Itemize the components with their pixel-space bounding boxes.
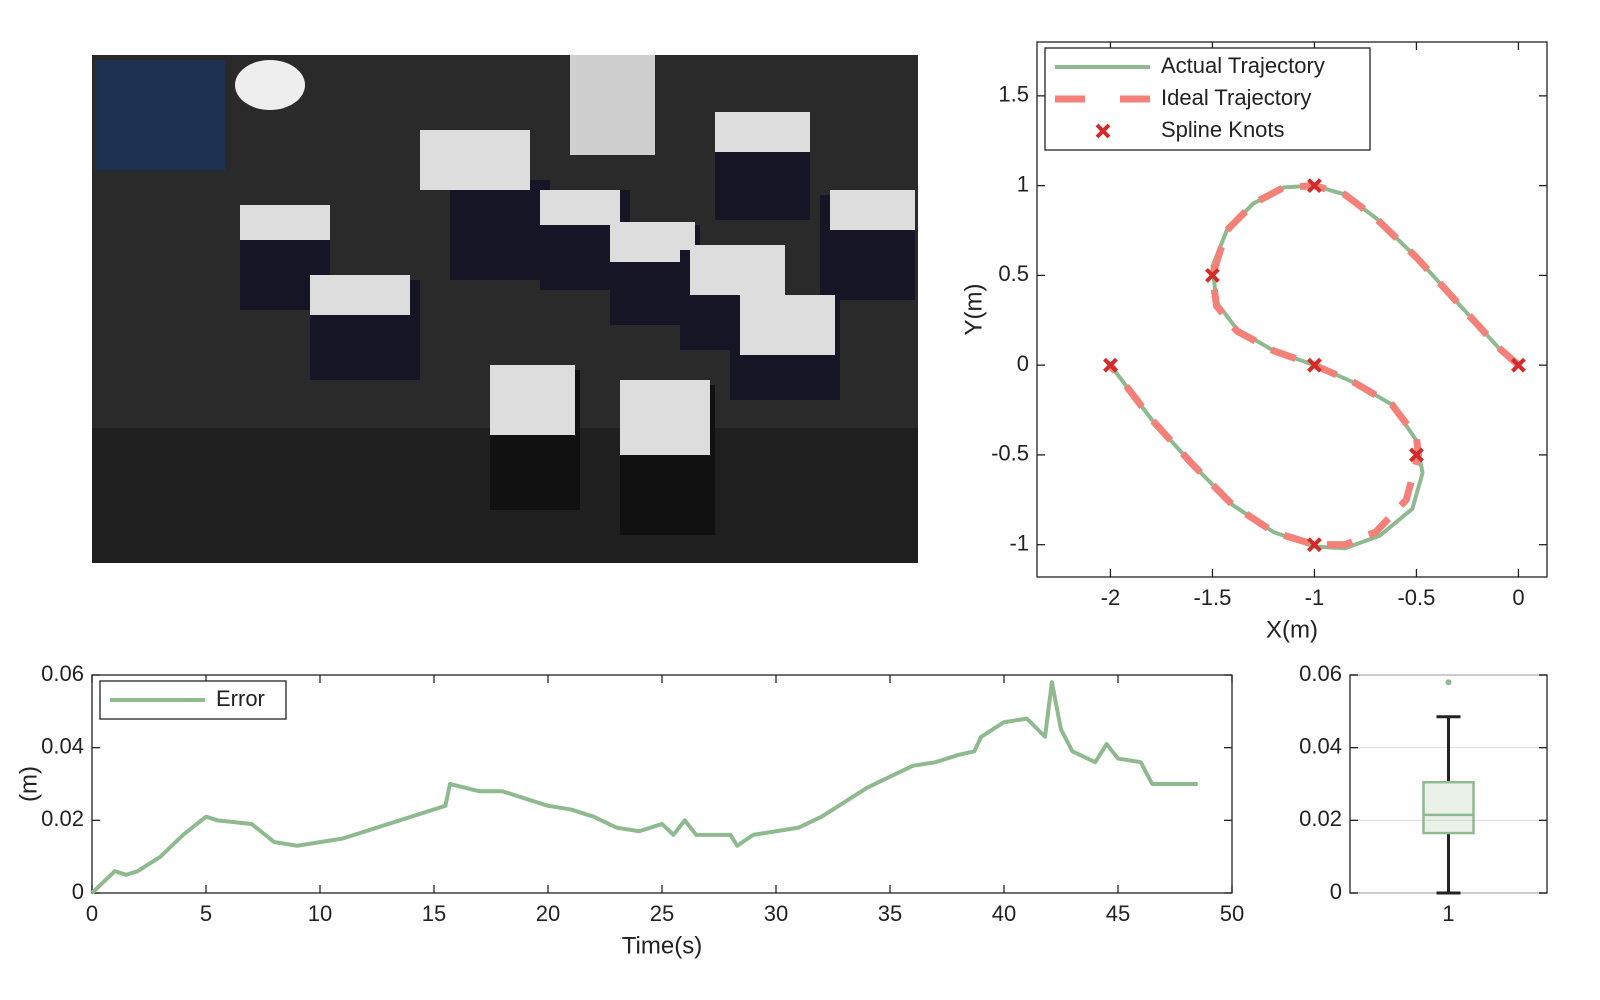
x-tick-label: 0 (1512, 585, 1524, 610)
knot-marker (1205, 267, 1220, 283)
x-tick-label: 20 (536, 901, 560, 926)
x-tick-label: 1 (1442, 901, 1454, 926)
y-tick-label: 0.04 (41, 733, 84, 758)
knot-marker (1511, 357, 1526, 373)
legend-label: Actual Trajectory (1161, 53, 1325, 78)
y-tick-label: 0.02 (41, 806, 84, 831)
x-tick-label: 45 (1106, 901, 1130, 926)
robot-photo (92, 55, 918, 563)
y-tick-label: -1 (1009, 530, 1029, 555)
x-axis-label: X(m) (1266, 616, 1318, 643)
y-tick-label: 0 (72, 879, 84, 904)
x-tick-label: 10 (308, 901, 332, 926)
plot-frame (1036, 41, 1548, 578)
x-tick-label: -0.5 (1397, 585, 1435, 610)
y-tick-label: 0.5 (998, 261, 1029, 286)
box (1422, 780, 1475, 835)
x-tick-label: 15 (422, 901, 446, 926)
x-tick-label: 25 (650, 901, 674, 926)
y-tick-label: 0.06 (1299, 661, 1342, 686)
y-tick-label: 0 (1017, 351, 1029, 376)
y-tick-label: 0.06 (41, 661, 84, 686)
legend-label: Ideal Trajectory (1161, 85, 1311, 110)
y-tick-label: 0.02 (1299, 806, 1342, 831)
y-tick-label: 0.04 (1299, 733, 1342, 758)
y-axis-label: (m) (15, 766, 42, 802)
outlier (1445, 679, 1452, 686)
x-tick-label: 5 (200, 901, 212, 926)
legend-label: Spline Knots (1161, 117, 1285, 142)
legend-label: Error (216, 686, 265, 711)
series-line (1107, 182, 1521, 549)
x-tick-label: 0 (86, 901, 98, 926)
y-tick-label: 0 (1330, 879, 1342, 904)
x-tick-label: 35 (878, 901, 902, 926)
y-axis-label: Y(m) (960, 284, 987, 336)
x-tick-label: -2 (1101, 585, 1121, 610)
knot-marker (1307, 537, 1322, 553)
knot-marker (1103, 357, 1118, 373)
x-axis-label: Time(s) (622, 932, 702, 959)
y-tick-label: -0.5 (991, 441, 1029, 466)
legend-swatch (1095, 123, 1111, 139)
x-tick-label: 30 (764, 901, 788, 926)
x-tick-label: -1 (1305, 585, 1325, 610)
knot-marker (1307, 178, 1322, 194)
knot-marker (1307, 357, 1322, 373)
y-tick-label: 1.5 (998, 82, 1029, 107)
x-tick-label: -1.5 (1193, 585, 1231, 610)
y-tick-label: 1 (1017, 171, 1029, 196)
knot-marker (1409, 447, 1424, 463)
x-tick-label: 40 (992, 901, 1016, 926)
x-tick-label: 50 (1220, 901, 1244, 926)
series-line (90, 680, 1198, 895)
